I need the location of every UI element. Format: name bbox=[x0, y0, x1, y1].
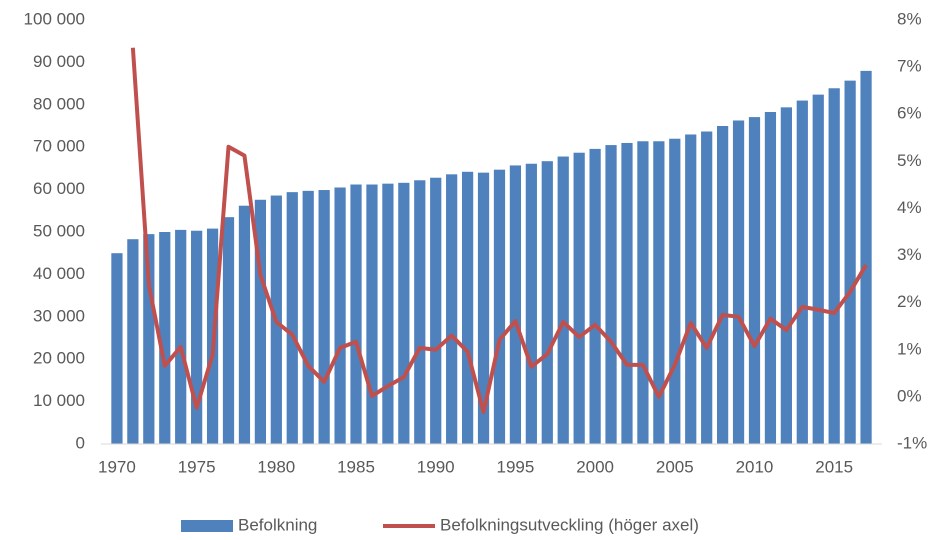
bar bbox=[318, 190, 330, 444]
bar bbox=[254, 199, 266, 444]
bar bbox=[796, 100, 808, 444]
y2-tick-label: 1% bbox=[897, 339, 922, 358]
bar bbox=[493, 169, 506, 444]
bar bbox=[382, 183, 394, 444]
bar bbox=[812, 94, 824, 445]
y2-tick-label: 5% bbox=[897, 151, 922, 170]
bar bbox=[557, 156, 569, 444]
bar bbox=[127, 239, 139, 444]
x-tick-label: 2005 bbox=[656, 457, 694, 476]
x-tick-label: 1985 bbox=[337, 457, 375, 476]
x-tick-label: 2000 bbox=[576, 457, 614, 476]
bar bbox=[286, 192, 298, 444]
bar bbox=[334, 187, 346, 445]
bar bbox=[653, 141, 665, 444]
bar bbox=[430, 177, 442, 444]
y2-tick-label: 6% bbox=[897, 104, 922, 123]
x-tick-label: 1980 bbox=[257, 457, 295, 476]
bar bbox=[732, 120, 745, 444]
y-tick-label: 10 000 bbox=[33, 391, 85, 410]
bar bbox=[446, 174, 458, 444]
bar bbox=[350, 184, 362, 444]
bar bbox=[143, 234, 155, 444]
bar bbox=[573, 152, 585, 444]
y2-tick-label: -1% bbox=[897, 433, 927, 452]
bar bbox=[366, 184, 378, 444]
bar bbox=[828, 88, 840, 444]
bar bbox=[238, 205, 251, 444]
x-tick-label: 1970 bbox=[98, 457, 136, 476]
y2-tick-label: 0% bbox=[897, 386, 922, 405]
bar bbox=[605, 145, 617, 444]
x-tick-label: 1995 bbox=[496, 457, 534, 476]
bar bbox=[748, 117, 761, 444]
x-tick-label: 2015 bbox=[815, 457, 853, 476]
x-tick-label: 2010 bbox=[736, 457, 774, 476]
y2-tick-label: 3% bbox=[897, 245, 922, 264]
bar bbox=[589, 148, 601, 444]
legend-label: Befolkningsutveckling (höger axel) bbox=[440, 515, 699, 534]
y2-tick-label: 4% bbox=[897, 198, 922, 217]
bar bbox=[398, 182, 410, 445]
y-tick-label: 100 000 bbox=[24, 9, 85, 28]
bar bbox=[764, 112, 777, 445]
legend-swatch bbox=[181, 520, 233, 532]
bar bbox=[637, 141, 649, 444]
x-tick-label: 1990 bbox=[417, 457, 455, 476]
bar bbox=[621, 142, 633, 444]
bar bbox=[541, 161, 553, 444]
bar bbox=[525, 163, 537, 444]
bar bbox=[414, 180, 426, 444]
bar bbox=[509, 165, 522, 444]
bar bbox=[669, 138, 681, 444]
y-tick-label: 30 000 bbox=[33, 306, 85, 325]
bar bbox=[685, 134, 697, 445]
y-tick-label: 40 000 bbox=[33, 264, 85, 283]
bar bbox=[780, 107, 792, 445]
bar bbox=[860, 70, 872, 444]
y-tick-label: 80 000 bbox=[33, 94, 85, 113]
y-tick-label: 20 000 bbox=[33, 349, 85, 368]
y-tick-label: 70 000 bbox=[33, 137, 85, 156]
y-tick-label: 60 000 bbox=[33, 179, 85, 198]
bar bbox=[222, 217, 235, 444]
line bbox=[130, 47, 868, 414]
bar bbox=[701, 131, 713, 444]
bar bbox=[159, 232, 171, 444]
bar bbox=[461, 171, 474, 445]
bar bbox=[717, 126, 729, 444]
y2-tick-label: 2% bbox=[897, 292, 922, 311]
bar bbox=[111, 253, 123, 444]
y2-tick-label: 7% bbox=[897, 57, 922, 76]
x-tick-label: 1975 bbox=[178, 457, 216, 476]
y2-tick-label: 8% bbox=[897, 9, 922, 28]
bar bbox=[302, 190, 314, 444]
bar bbox=[844, 80, 856, 444]
bar bbox=[175, 229, 187, 444]
bar bbox=[191, 230, 203, 444]
bar bbox=[477, 172, 490, 444]
y-tick-label: 0 bbox=[76, 433, 85, 452]
y-tick-label: 50 000 bbox=[33, 221, 85, 240]
y-tick-label: 90 000 bbox=[33, 52, 85, 71]
legend-label: Befolkning bbox=[238, 515, 317, 534]
